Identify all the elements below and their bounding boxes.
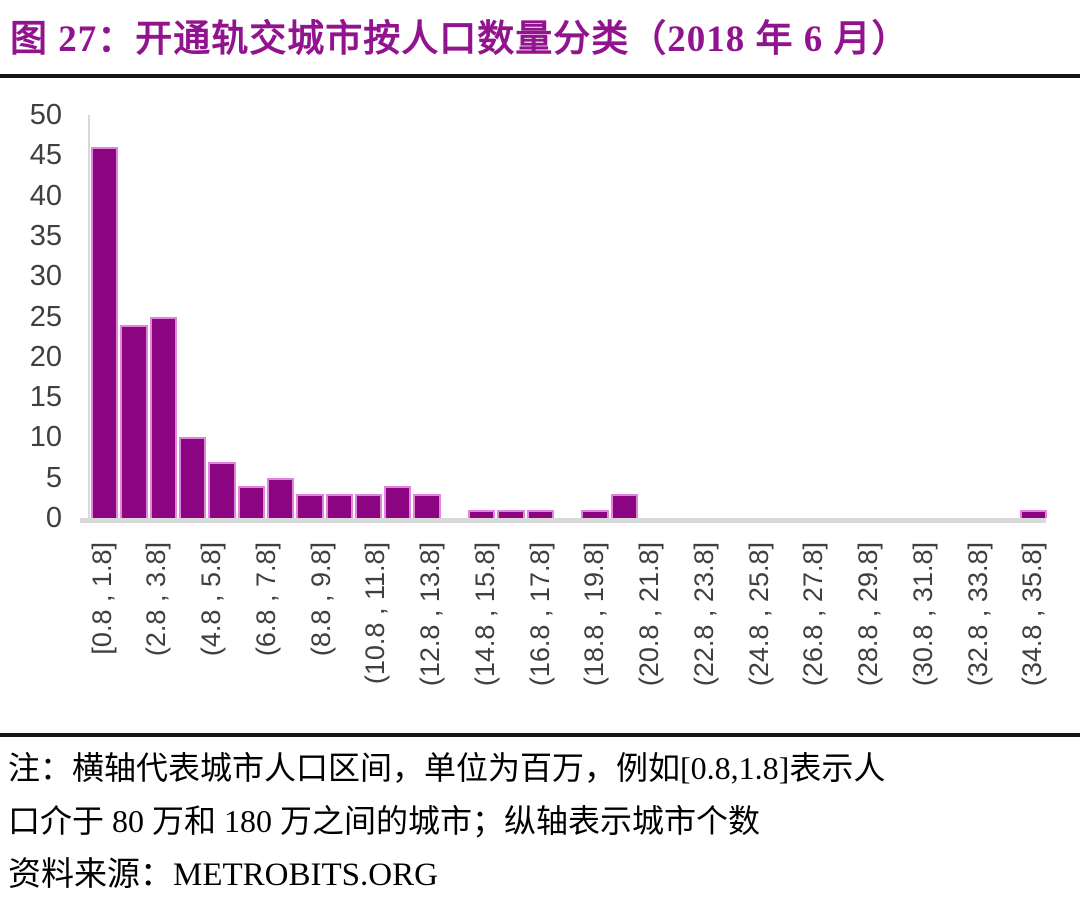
title-divider-line: [0, 74, 1080, 78]
bar-(34.8 , 35.8]: [1019, 509, 1047, 518]
bar-(7.8 , 8.8]: [296, 493, 324, 518]
bar-(4.8 , 5.8]: [208, 461, 236, 518]
x-tick-label: (30.8 , 31.8]: [907, 542, 938, 687]
y-tick-label: 20: [29, 340, 62, 373]
y-tick-label: 35: [29, 219, 62, 252]
x-tick-label: (4.8 , 5.8]: [196, 542, 227, 657]
y-tick-label: 15: [29, 381, 62, 414]
note-line-1: 注：横轴代表城市人口区间，单位为百万，例如[0.8,1.8]表示人: [8, 750, 886, 786]
y-tick-label: 40: [29, 179, 62, 212]
x-tick-label: (26.8 , 27.8]: [798, 542, 829, 687]
bar-(10.8 , 11.8]: [384, 485, 412, 518]
bar-(13.8 , 14.8]: [468, 509, 496, 518]
x-tick-label: (16.8 , 17.8]: [524, 542, 555, 687]
y-tick-label: 5: [45, 461, 62, 494]
x-tick-label: (2.8 , 3.8]: [141, 542, 172, 657]
x-tick-label: (8.8 , 9.8]: [305, 542, 336, 657]
bar-(11.8 , 12.8]: [413, 493, 441, 518]
bar-(18.8 , 19.8]: [610, 493, 638, 518]
y-tick-label: 45: [29, 139, 62, 172]
note-line-2: 口介于 80 万和 180 万之间的城市；纵轴表示城市个数: [8, 803, 761, 839]
x-axis-line: [80, 518, 1046, 523]
bar-(3.8 , 4.8]: [178, 437, 207, 518]
note: 注：横轴代表城市人口区间，单位为百万，例如[0.8,1.8]表示人 口介于 80…: [8, 742, 1074, 848]
figure-title: 图 27：开通轨交城市按人口数量分类（2018 年 6 月）: [10, 19, 910, 60]
bar-(5.8 , 6.8]: [237, 485, 265, 518]
x-tick-label: (28.8 , 29.8]: [853, 542, 884, 687]
y-tick-label: 10: [29, 421, 62, 454]
x-tick-label: (12.8 , 13.8]: [415, 542, 446, 687]
x-tick-label: (14.8 , 15.8]: [469, 542, 500, 687]
x-tick-label: (18.8 , 19.8]: [579, 542, 610, 687]
bar-(2.8 , 3.8]: [149, 316, 177, 518]
y-tick-label: 50: [29, 99, 62, 131]
x-axis-labels: [0.8 , 1.8] (2.8 , 3.8] (4.8 , 5.8] (6.8 , …: [86, 542, 1048, 732]
bar-(6.8 , 7.8]: [266, 477, 295, 518]
bar-(8.8 , 9.8]: [325, 493, 353, 518]
plot-area: [88, 115, 1048, 518]
x-tick-label: (32.8 , 33.8]: [962, 542, 993, 687]
y-tick-label: 30: [29, 260, 62, 293]
x-tick-label: (22.8 , 23.8]: [688, 542, 719, 687]
x-tick-label: (24.8 , 25.8]: [743, 542, 774, 687]
y-tick-label: 25: [29, 300, 62, 333]
bar-[0.8 , 1.8]: [91, 147, 119, 518]
x-tick-label: (34.8 , 35.8]: [1017, 542, 1048, 687]
bar-(9.8 , 10.8]: [354, 493, 383, 518]
x-tick-label: (20.8 , 21.8]: [634, 542, 665, 687]
bar-(17.8 , 18.8]: [581, 509, 609, 518]
bar-(1.8 , 2.8]: [120, 324, 148, 518]
x-tick-label: (10.8 , 11.8]: [360, 542, 391, 685]
x-tick-label: [0.8 , 1.8]: [86, 542, 117, 655]
bars: [90, 115, 1048, 518]
y-tick-label: 0: [45, 502, 62, 534]
bar-(14.8 , 15.8]: [497, 509, 525, 518]
bar-(15.8 , 16.8]: [526, 509, 554, 518]
bar-chart: 0 5 10 15 20 25 30 35 40 45 50 [0.8 , 1.8] (2.8 , 3…: [0, 90, 1080, 733]
note-divider-line: [0, 733, 1080, 737]
data-source: 资料来源：METROBITS.ORG: [8, 857, 438, 893]
x-tick-label: (6.8 , 7.8]: [250, 542, 281, 657]
